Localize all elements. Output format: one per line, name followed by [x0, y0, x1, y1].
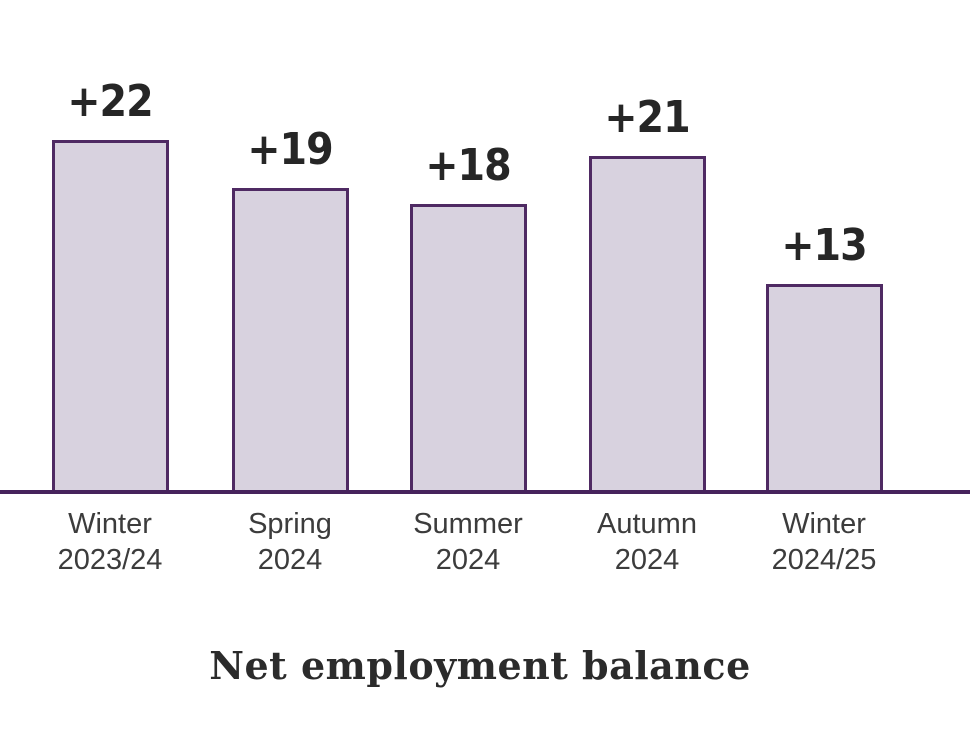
- x-axis-line: [0, 490, 970, 494]
- bar: [409, 204, 527, 492]
- x-axis-label: Summer 2024: [413, 508, 523, 576]
- bar: [231, 188, 349, 492]
- bar-value-label: +21: [604, 92, 690, 143]
- bar: [588, 156, 706, 492]
- x-axis-label: Winter 2023/24: [57, 508, 163, 576]
- bar: [765, 284, 883, 492]
- x-axis-label: Autumn 2024: [597, 508, 697, 576]
- bar: [51, 140, 169, 492]
- bar-value-label: +22: [67, 76, 153, 127]
- bar-value-label: +18: [425, 140, 511, 191]
- x-axis-label: Winter 2024/25: [771, 508, 877, 576]
- x-axis-label: Spring 2024: [248, 508, 332, 576]
- bar-value-label: +13: [781, 220, 867, 271]
- bar-value-label: +19: [247, 124, 333, 175]
- chart-title: Net employment balance: [209, 643, 751, 688]
